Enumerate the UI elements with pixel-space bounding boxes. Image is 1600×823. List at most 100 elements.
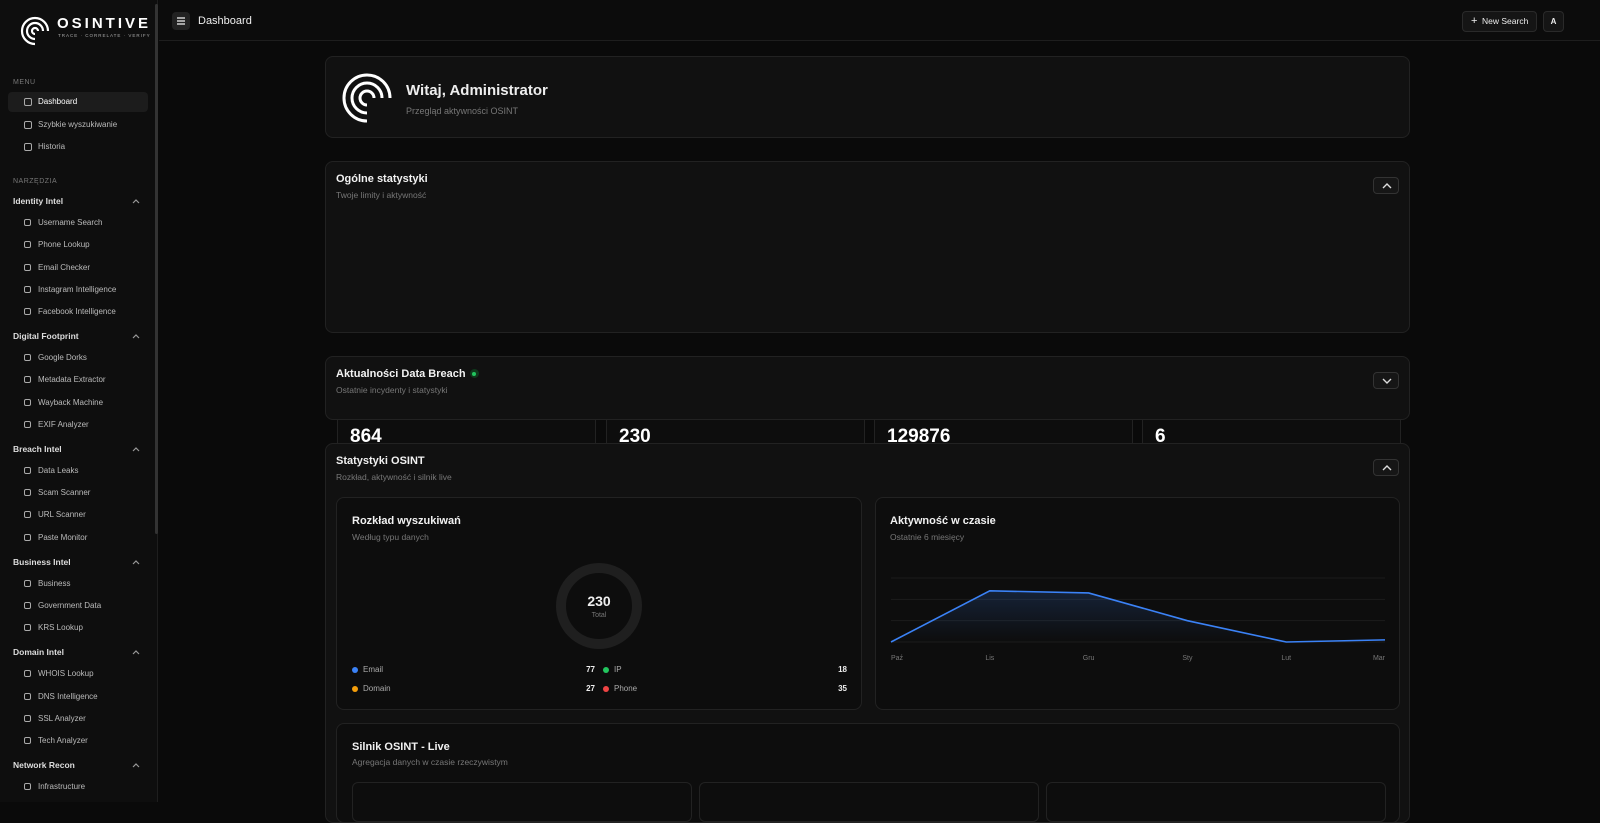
breach-card: Aktualności Data Breach Ostatnie incyden… [325,356,1410,420]
tool-item[interactable]: Business [8,574,148,594]
chevron [132,334,140,339]
brand-name: OSINTIVE [57,15,152,32]
tool-item[interactable]: SSL Analyzer [8,709,148,729]
live-panel [352,782,692,822]
tool-item[interactable]: WHOIS Lookup [8,664,148,684]
welcome-subtitle: Przegląd aktywności OSINT [406,106,519,116]
legend-value: 77 [586,665,595,674]
menu-toggle[interactable] [172,12,190,30]
donut-total: 230 [587,593,611,609]
tool-item[interactable]: Data Leaks [8,461,148,481]
menu-item[interactable]: Dashboard [8,92,148,112]
legend-dot [603,667,609,673]
distribution-title: Rozkład wyszukiwań [352,515,461,527]
activity-subtitle: Ostatnie 6 miesięcy [890,532,965,542]
activity-line [890,589,1386,643]
tool-item[interactable]: Tech Analyzer [8,731,148,751]
group-header[interactable]: Identity Intel [13,196,146,206]
chevron [132,446,140,452]
chevron [132,650,140,655]
x-tick-label: Paź [891,655,904,662]
group-header[interactable]: Breach Intel [13,444,146,454]
stat-value: 129876 [887,426,951,447]
collapse-button[interactable] [1373,459,1399,476]
legend-name: Phone [614,683,638,693]
tool-item[interactable]: Username Search [8,213,148,233]
activity-area [891,590,1385,642]
legend-value: 35 [838,683,847,693]
welcome-card: Witaj, Administrator Przegląd aktywności… [325,56,1410,138]
menu-item[interactable]: Historia [8,137,148,157]
x-tick-label: Sty [1182,655,1193,662]
legend-name: IP [614,665,622,674]
tools-label: NARZĘDZIA [13,178,58,185]
breach-subtitle: Ostatnie incydenty i statystyki [336,385,448,395]
live-card: Silnik OSINT - Live Agregacja danych w c… [336,723,1400,823]
tool-item[interactable]: Scam Scanner [8,483,148,503]
tool-item[interactable]: Facebook Intelligence [8,302,148,322]
breach-title-text: Aktualności Data Breach [336,368,466,380]
page-title: Dashboard [198,15,252,27]
legend-dot [352,685,358,692]
logo [20,16,50,46]
tool-item[interactable]: DNS Intelligence [8,687,148,707]
tool-item[interactable]: Google Dorks [8,348,148,368]
new-search-label: New Search [1482,16,1529,26]
stats-card: Ogólne statystyki Twoje limity i aktywno… [325,161,1410,473]
tool-item[interactable]: Phone Lookup [8,235,148,255]
tool-item[interactable]: Infrastructure [8,777,148,797]
x-tick-label: Mar [1373,655,1386,662]
tool-item[interactable]: EXIF Analyzer [8,415,148,435]
welcome-logo [342,73,392,123]
legend-name: Domain [363,683,391,693]
brand-tagline: TRACE · CORRELATE · VERIFY [58,33,151,38]
chevron [132,559,140,565]
activity-chart: Paź Lis Gru Sty Lut Mar [890,577,1386,662]
tool-item[interactable]: Wayback Machine [8,393,148,413]
tool-item[interactable]: Metadata Extractor [8,370,148,390]
legend-value: 27 [586,683,595,693]
group-header[interactable]: Business Intel [13,557,146,567]
legend-value: 18 [838,665,847,674]
tool-item[interactable]: Email Checker [8,258,148,278]
chevron [132,199,140,204]
stat-value: 864 [350,426,382,447]
collapse-button[interactable] [1373,177,1399,194]
distribution-subtitle: Według typu danych [352,532,429,542]
avatar[interactable]: A [1543,11,1564,32]
tool-item[interactable]: KRS Lookup [8,618,148,638]
expand-button[interactable] [1373,372,1399,389]
osint-subtitle: Rozkład, aktywność i silnik live [336,472,452,482]
x-tick-label: Lut [1281,655,1291,662]
breach-title: Aktualności Data Breach [336,368,479,380]
live-panel [699,782,1039,822]
stats-title: Ogólne statystyki [336,173,428,185]
x-tick-label: Gru [1083,655,1095,662]
new-search-button[interactable]: + New Search [1462,11,1537,32]
x-tick-label: Lis [985,655,994,662]
stats-subtitle: Twoje limity i aktywność [336,190,427,200]
donut [556,563,642,649]
live-panel [1046,782,1386,822]
activity-card: Aktywność w czasie Ostatnie 6 miesięcy P… [875,497,1400,710]
tool-item[interactable]: Instagram Intelligence [8,280,148,300]
welcome-title: Witaj, Administrator [406,82,548,99]
group-header[interactable]: Digital Footprint [13,331,146,341]
legend-dot [603,685,609,692]
menu-label: MENU [13,79,36,86]
activity-title: Aktywność w czasie [890,515,996,527]
group-header[interactable]: Network Recon [13,760,146,770]
tool-item[interactable]: Government Data [8,596,148,616]
osint-title: Statystyki OSINT [336,455,425,467]
group-header[interactable]: Domain Intel [13,647,146,657]
topbar: Dashboard + New Search A [159,0,1600,41]
legend-name: Email [363,665,384,674]
sidebar: OSINTIVE TRACE · CORRELATE · VERIFY MENU… [0,0,158,802]
menu-item[interactable]: Szybkie wyszukiwanie [8,115,148,135]
legend-dot [352,667,358,673]
live-dot [469,369,479,378]
tool-item[interactable]: URL Scanner [8,505,148,525]
donut-total-label: Total [591,612,607,619]
tool-item[interactable]: Paste Monitor [8,528,148,548]
